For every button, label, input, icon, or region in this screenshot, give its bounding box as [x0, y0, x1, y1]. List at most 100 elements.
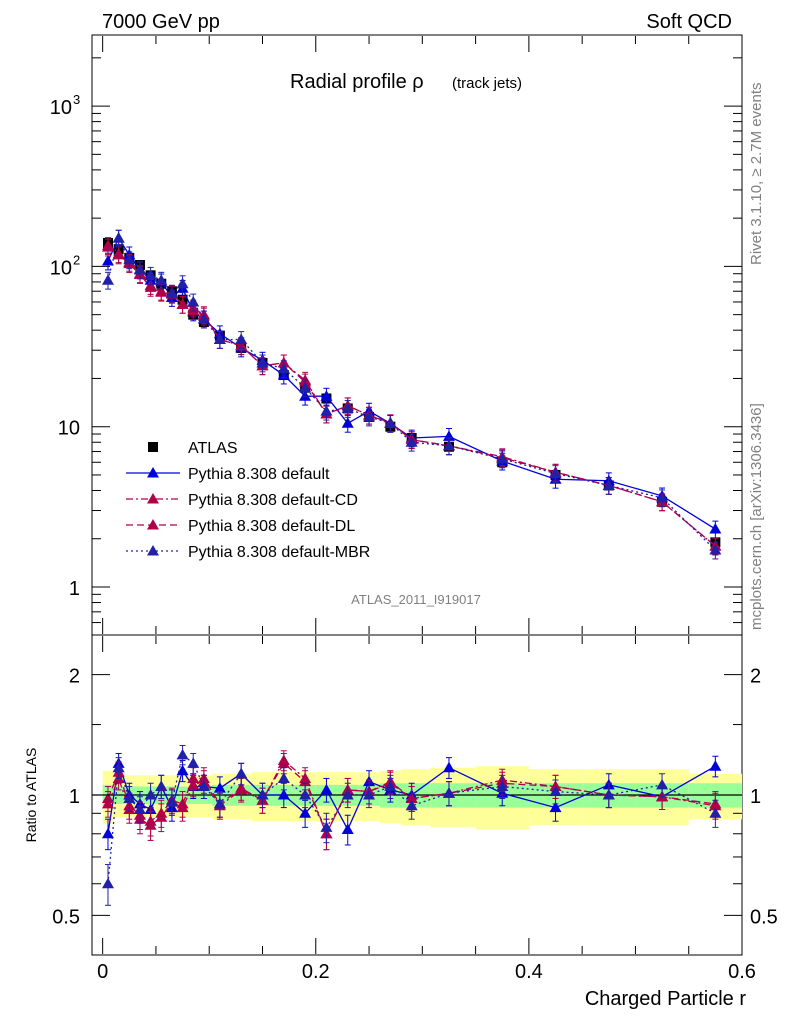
- data-point-triangle: [299, 789, 312, 800]
- data-point-triangle: [442, 439, 455, 451]
- data-point-triangle: [363, 410, 376, 422]
- data-point-triangle: [101, 255, 114, 266]
- data-point-triangle: [363, 789, 376, 800]
- data-point-triangle: [197, 312, 210, 324]
- data-point-triangle: [384, 780, 397, 792]
- data-point-triangle: [147, 519, 159, 530]
- x-tick-label: 0.2: [302, 961, 330, 983]
- data-point-triangle: [549, 467, 562, 479]
- data-point-triangle: [213, 797, 226, 809]
- data-point-triangle: [656, 778, 669, 790]
- data-point-triangle: [277, 789, 290, 800]
- legend-label: Pythia 8.308 default-MBR: [188, 544, 370, 561]
- y-tick-label-exponent: 2: [73, 252, 80, 267]
- legend-label: Pythia 8.308 default-CD: [188, 492, 358, 509]
- data-point-triangle: [299, 807, 312, 818]
- data-point-triangle: [277, 757, 290, 768]
- data-point-triangle: [709, 760, 722, 771]
- data-point-triangle: [144, 815, 157, 826]
- ratio-y-tick-label-right: 0.5: [750, 906, 778, 928]
- y-tick-label-exponent: 3: [73, 92, 80, 107]
- data-point-triangle: [299, 381, 312, 393]
- ratio-y-tick-label: 1: [69, 786, 80, 808]
- data-point-triangle: [256, 789, 269, 800]
- x-tick-label: 0: [97, 961, 108, 983]
- mcplots-label: mcplots.cern.ch [arXiv:1306.3436]: [748, 403, 765, 630]
- data-point-triangle: [176, 797, 189, 809]
- data-point-triangle: [147, 467, 159, 478]
- data-point-triangle: [235, 333, 248, 344]
- data-point-triangle: [256, 356, 269, 368]
- data-point-triangle: [384, 417, 397, 428]
- data-point-triangle: [101, 274, 114, 285]
- data-point-triangle: [709, 523, 722, 534]
- data-point-triangle: [144, 789, 157, 800]
- data-point-triangle: [442, 787, 455, 798]
- data-point-triangle: [112, 247, 125, 259]
- data-point-triangle: [341, 417, 354, 428]
- data-point-triangle: [341, 402, 354, 413]
- data-point-triangle: [187, 757, 200, 768]
- process-label: Soft QCD: [646, 11, 732, 33]
- ratio-panel: 0.5 0.5 1 1 2 2 0 0.2 0.4 0.6 Ratio to ATLAS Char…: [23, 634, 778, 1010]
- data-point-triangle: [602, 789, 615, 800]
- ratio-ylabel: Ratio to ATLAS: [23, 748, 39, 843]
- data-point-triangle: [341, 823, 354, 834]
- data-point-triangle: [165, 287, 178, 298]
- x-tick-label: 0.4: [515, 961, 543, 983]
- data-point-triangle: [277, 362, 290, 374]
- data-point-triangle: [176, 298, 189, 309]
- data-point-triangle: [197, 780, 210, 792]
- data-point-square: [148, 442, 158, 452]
- data-point-triangle: [602, 479, 615, 490]
- data-point-triangle: [147, 545, 159, 556]
- data-point-triangle: [155, 807, 168, 818]
- data-point-triangle: [320, 405, 333, 416]
- series-line: [107, 236, 716, 530]
- data-point-triangle: [187, 772, 200, 783]
- chart-title: Radial profile ρ: [290, 71, 424, 93]
- ratio-y-tick-label-right: 1: [750, 786, 761, 808]
- ratio-data: [101, 744, 722, 906]
- data-point-triangle: [277, 772, 290, 783]
- data-point-triangle: [709, 544, 722, 555]
- data-point-triangle: [235, 782, 248, 793]
- rivet-label: Rivet 3.1.10, ≥ 2.7M events: [748, 83, 765, 266]
- ratio-y-tick-label: 2: [69, 666, 80, 688]
- data-point-triangle: [133, 803, 146, 814]
- data-point-triangle: [123, 253, 136, 265]
- data-point-triangle: [320, 390, 333, 401]
- data-point-triangle: [176, 748, 189, 760]
- y-tick-label: 1: [69, 578, 80, 600]
- data-point-triangle: [101, 239, 114, 251]
- data-point-triangle: [656, 491, 669, 503]
- data-point-triangle: [155, 274, 168, 285]
- data-point-triangle: [496, 780, 509, 792]
- data-point-triangle: [341, 789, 354, 800]
- data-point-triangle: [213, 782, 226, 793]
- chart-subtitle: (track jets): [452, 75, 522, 92]
- data-point-triangle: [101, 792, 114, 804]
- data-point-triangle: [101, 877, 114, 889]
- data-point-triangle: [112, 232, 125, 243]
- data-point-triangle: [187, 295, 200, 307]
- data-point-triangle: [176, 764, 189, 776]
- data-point-triangle: [320, 821, 333, 832]
- data-point-triangle: [176, 277, 189, 289]
- ratio-y-tick-label-right: 2: [750, 666, 761, 688]
- ratio-y-tick-label: 0.5: [52, 906, 80, 928]
- ratio-ticks: 0.5 0.5 1 1 2 2 0 0.2 0.4 0.6: [52, 636, 778, 983]
- legend-label: ATLAS: [188, 440, 238, 457]
- analysis-watermark: ATLAS_2011_I919017: [351, 592, 481, 607]
- data-point-triangle: [123, 792, 136, 804]
- legend: ATLAS Pythia 8.308 default Pythia 8.308 de…: [126, 440, 370, 561]
- data-point-triangle: [165, 796, 178, 807]
- data-point-triangle: [320, 783, 333, 795]
- legend-label: Pythia 8.308 default: [188, 466, 330, 483]
- data-point-triangle: [147, 493, 159, 504]
- data-point-triangle: [405, 436, 418, 447]
- data-point-triangle: [155, 285, 168, 296]
- data-point-triangle: [213, 333, 226, 344]
